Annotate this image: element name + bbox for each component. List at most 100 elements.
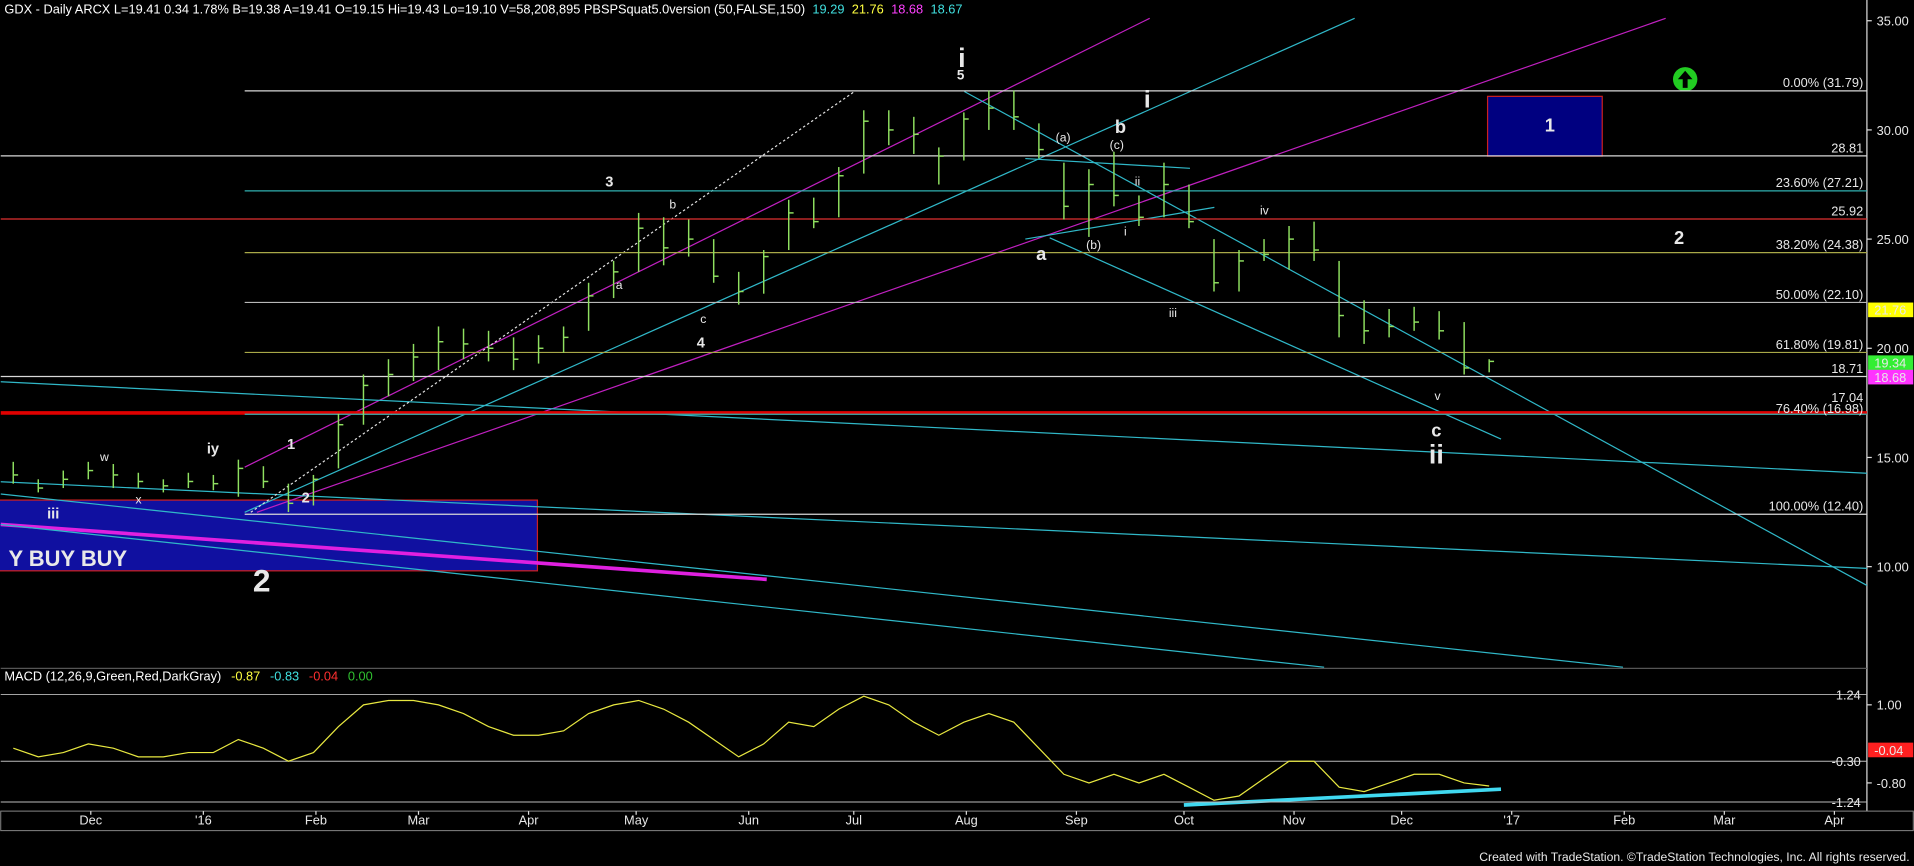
wave-label: x: [136, 493, 142, 507]
x-tick-label: Apr: [1824, 813, 1845, 828]
x-tick-label: Dec: [79, 813, 102, 828]
x-tick-label: Sep: [1065, 813, 1088, 828]
date-axis-band: [0, 810, 1914, 832]
level-label: 18.71: [1831, 361, 1863, 376]
header-field: 19.29: [812, 1, 844, 16]
wave-label: b: [669, 198, 676, 212]
wave-label: (c): [1110, 138, 1124, 152]
macd-y-tick-label: 1.00: [1877, 698, 1902, 713]
price-marker: [1868, 355, 1914, 371]
x-tick-label: Apr: [519, 813, 540, 828]
trend-line: [1025, 157, 1191, 169]
wave-label: ii: [1429, 439, 1444, 469]
price-marker: [1868, 369, 1914, 385]
macd-y-tick-label: -0.80: [1877, 776, 1906, 791]
wave-label: a: [616, 278, 623, 292]
wave-label: iii: [1169, 306, 1177, 320]
wave-label: Y BUY BUY: [8, 546, 127, 571]
header-field: 21.76: [852, 1, 884, 16]
wave-label: w: [99, 450, 109, 464]
level-label: 25.92: [1831, 203, 1863, 218]
price-marker-label: 19.34: [1874, 356, 1906, 371]
level-label: 23.60% (27.21): [1776, 175, 1864, 190]
target-box: [1486, 95, 1603, 157]
wave-label: i: [1124, 224, 1127, 238]
wave-label: a: [1036, 243, 1047, 264]
wave-label: (b): [1086, 238, 1101, 252]
x-tick-label: Jul: [846, 813, 862, 828]
wave-label: i: [1144, 86, 1151, 113]
macd-marker: [1868, 742, 1914, 758]
header-field: 18.68: [891, 1, 923, 16]
x-tick-label: Nov: [1283, 813, 1306, 828]
wave-label: iy: [207, 442, 220, 458]
y-tick-label: 10.00: [1877, 560, 1909, 575]
wave-label: i: [958, 43, 965, 73]
price-marker-label: 21.76: [1874, 303, 1906, 318]
wave-label: 1: [1545, 115, 1555, 136]
y-tick-label: 30.00: [1877, 123, 1909, 138]
trend-line: [0, 522, 767, 582]
x-tick-label: '17: [1503, 813, 1520, 828]
macd-level-label: -0.30: [1832, 754, 1861, 769]
y-tick-label: 15.00: [1877, 450, 1909, 465]
x-tick-label: Feb: [305, 813, 327, 828]
trend-line: [964, 90, 1868, 586]
macd-readout: -0.83: [270, 669, 299, 684]
wave-label: 3: [605, 175, 613, 191]
wave-label: v: [1435, 389, 1442, 403]
macd-level-label: 1.24: [1836, 687, 1861, 702]
x-tick-label: Mar: [1713, 813, 1736, 828]
y-tick-label: 20.00: [1877, 341, 1909, 356]
trend-line: [0, 381, 1867, 474]
trend-line: [1025, 206, 1215, 240]
wave-label: 2: [1674, 227, 1684, 248]
level-label: 28.81: [1831, 140, 1863, 155]
wave-label: (a): [1056, 130, 1071, 144]
header-field: GDX - Daily ARCX L=19.41 0.34 1.78% B=19…: [4, 1, 805, 16]
level-label: 50.00% (22.10): [1776, 287, 1864, 302]
macd-readout: 0.00: [348, 669, 373, 684]
trend-line: [0, 523, 1325, 668]
y-tick-label: 35.00: [1877, 14, 1909, 29]
wave-label: c: [1431, 420, 1441, 441]
x-tick-label: Feb: [1613, 813, 1635, 828]
wave-label: b: [1115, 116, 1126, 137]
wave-label: 2: [302, 491, 310, 507]
x-tick-label: May: [624, 813, 649, 828]
x-tick-label: Aug: [955, 813, 978, 828]
level-label: 61.80% (19.81): [1776, 337, 1864, 352]
level-label: 38.20% (24.38): [1776, 237, 1864, 252]
macd-header: MACD (12,26,9,Green,Red,DarkGray) -0.87 -0…: [4, 669, 372, 684]
macd-title: MACD (12,26,9,Green,Red,DarkGray): [4, 669, 221, 684]
price-marker-label: 18.68: [1874, 370, 1906, 385]
x-tick-label: Jun: [738, 813, 759, 828]
trend-line: [256, 17, 1666, 513]
chart-header: GDX - Daily ARCX L=19.41 0.34 1.78% B=19…: [4, 1, 962, 16]
wave-label: iii: [47, 506, 59, 522]
buy-box: [0, 499, 539, 572]
level-label: 0.00% (31.79): [1783, 75, 1863, 90]
level-label: 100.00% (12.40): [1769, 499, 1864, 514]
trend-line: [244, 17, 1150, 468]
trend-line: [0, 493, 1624, 668]
wave-label: 1: [287, 437, 295, 453]
x-tick-label: Mar: [407, 813, 430, 828]
level-label: 76.40% (16.98): [1776, 401, 1864, 416]
trend-line: [244, 17, 1355, 513]
footer: Created with TradeStation. ©TradeStation…: [1479, 850, 1909, 864]
y-tick-label: 25.00: [1877, 232, 1909, 247]
price-marker: [1868, 302, 1914, 318]
wave-label: 4: [697, 336, 706, 352]
level-label: 17.04: [1831, 390, 1863, 405]
macd-level-label: -1.24: [1832, 795, 1861, 810]
wave-label: 5: [957, 67, 965, 82]
macd-marker-label: -0.04: [1874, 743, 1903, 758]
x-tick-label: '16: [195, 813, 212, 828]
trend-line: [1049, 237, 1502, 440]
macd-readout: -0.04: [309, 669, 338, 684]
wave-label: iv: [1260, 204, 1270, 218]
